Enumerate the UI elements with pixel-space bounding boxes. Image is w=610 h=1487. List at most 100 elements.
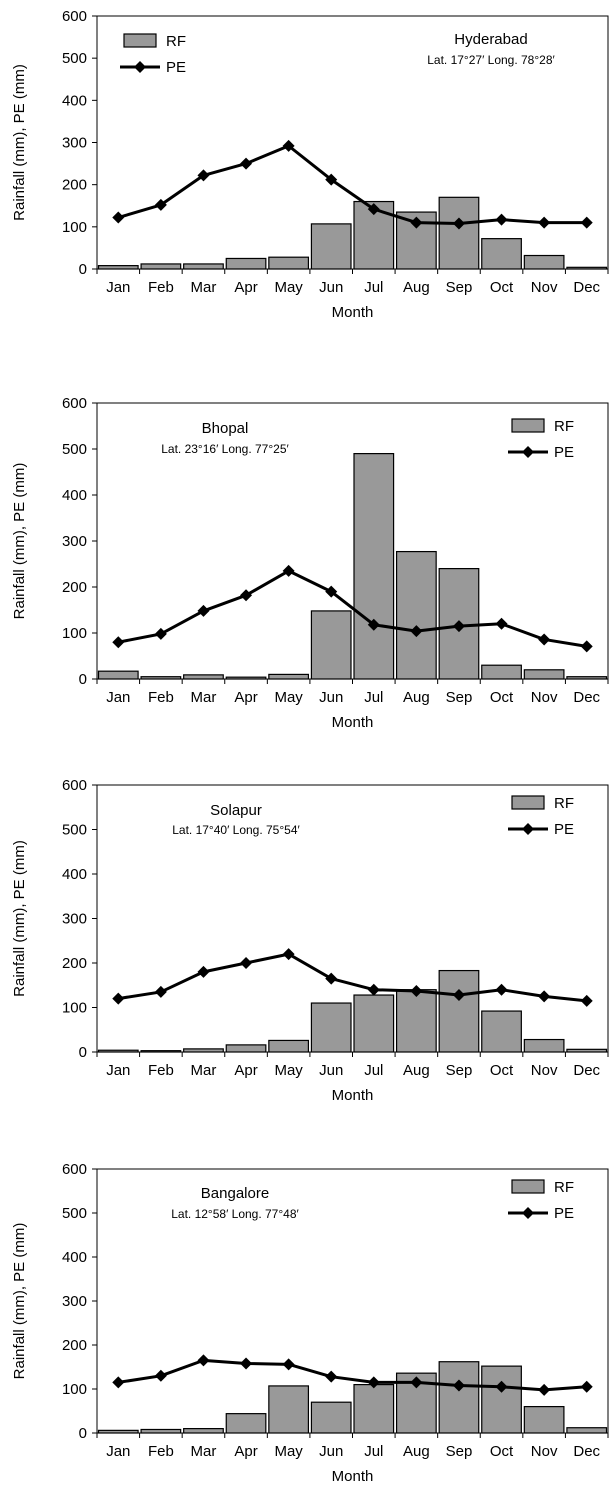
rf-bar	[183, 263, 224, 270]
y-tick-label: 300	[62, 1293, 87, 1310]
station-coords: Lat. 17°40′ Long. 75°54′	[172, 823, 300, 837]
rf-bar	[97, 1429, 139, 1434]
y-axis-label: Rainfall (mm), PE (mm)	[11, 64, 28, 221]
legend-rf-swatch	[511, 795, 545, 810]
station-name: Bhopal	[202, 420, 249, 437]
pe-point	[410, 216, 423, 229]
pe-point	[495, 983, 508, 996]
pe-line	[117, 144, 587, 225]
pe-point	[367, 203, 380, 216]
pe-point	[154, 1369, 167, 1382]
pe-point	[154, 627, 167, 640]
rf-bar	[523, 1405, 565, 1434]
pe-point	[495, 1380, 508, 1393]
y-tick-label: 600	[62, 1161, 87, 1178]
x-tick-label: Jul	[364, 1062, 383, 1079]
pe-point	[325, 1370, 338, 1383]
chart-1: 0 100 200 300 400 500 600 Jan Feb Mar Apr May Jun Jul…	[11, 8, 609, 321]
pe-line	[118, 952, 587, 1003]
y-tick-label: 300	[62, 533, 87, 550]
legend-pe-label: PE	[554, 1205, 574, 1222]
legend-pe-marker	[522, 446, 534, 458]
x-tick-label: Dec	[573, 279, 600, 296]
pe-point	[282, 564, 295, 577]
rf-bar	[140, 263, 182, 270]
x-axis-label: Month	[332, 304, 374, 321]
legend: RF PE	[508, 1179, 574, 1222]
pe-point	[495, 213, 508, 226]
rf-bar	[353, 1383, 395, 1434]
y-tick-label: 100	[62, 625, 87, 642]
pe-point	[538, 216, 551, 229]
y-tick-label: 100	[62, 1381, 87, 1398]
rf-bar	[438, 969, 480, 1053]
y-tick-label: 0	[79, 1425, 87, 1442]
x-tick-label: Nov	[531, 689, 558, 706]
x-tick-label: Jun	[319, 1443, 343, 1460]
pe-point	[325, 173, 338, 186]
rf-bar	[183, 1048, 224, 1053]
x-tick-label: Jul	[364, 1443, 383, 1460]
x-tick-label: Dec	[573, 1443, 600, 1460]
y-tick-label: 300	[62, 135, 87, 152]
rf-bar	[140, 1050, 182, 1053]
legend-rf-swatch	[511, 418, 545, 433]
y-tick-label: 400	[62, 866, 87, 883]
x-tick-label: Apr	[234, 1062, 257, 1079]
pe-point	[197, 965, 210, 978]
rf-bar	[395, 550, 437, 680]
rf-bar	[566, 1427, 608, 1434]
x-tick-label: Feb	[148, 1062, 174, 1079]
y-tick-label: 600	[62, 395, 87, 412]
legend-pe-label: PE	[554, 444, 574, 461]
rf-bar	[140, 676, 182, 680]
x-tick-label: Jun	[319, 689, 343, 706]
pe-line	[118, 1358, 587, 1392]
y-axis-label: Rainfall (mm), PE (mm)	[11, 840, 28, 997]
x-tick-label: Sep	[446, 279, 473, 296]
pe-point	[197, 1354, 210, 1367]
x-tick-label: Sep	[446, 1062, 473, 1079]
rf-bar	[438, 1361, 480, 1434]
rf-bar	[183, 674, 224, 680]
pe-point	[325, 585, 338, 598]
pe-point	[580, 1380, 593, 1393]
pe-point	[538, 990, 551, 1003]
rf-bar	[566, 676, 608, 680]
y-tick-label: 400	[62, 1249, 87, 1266]
x-tick-label: Mar	[191, 1443, 217, 1460]
pe-point	[367, 1376, 380, 1389]
x-tick-label: Aug	[403, 689, 430, 706]
pe-point	[452, 989, 465, 1002]
x-tick-label: Jun	[319, 1062, 343, 1079]
pe-point	[240, 957, 253, 969]
rf-bar	[225, 1413, 267, 1434]
legend-rf-label: RF	[554, 1179, 574, 1196]
rf-bar	[310, 610, 352, 680]
rf-bar	[183, 1427, 224, 1434]
rf-bar	[268, 256, 310, 270]
x-tick-label: Sep	[446, 689, 473, 706]
x-tick-label: Apr	[234, 1443, 257, 1460]
station-name: Hyderabad	[454, 31, 527, 48]
x-tick-label: May	[274, 1443, 303, 1460]
x-tick-label: Aug	[403, 1062, 430, 1079]
legend-rf-label: RF	[166, 33, 186, 50]
y-tick-label: 600	[62, 777, 87, 794]
x-tick-label: Jan	[106, 279, 130, 296]
x-tick-label: Dec	[573, 1062, 600, 1079]
rf-bar	[310, 223, 352, 270]
pe-point	[282, 1358, 295, 1371]
y-tick-label: 400	[62, 92, 87, 109]
legend-pe-marker	[522, 1207, 534, 1219]
chart-3: 0 100 200 300 400 500 600 Jan Feb Mar Apr May Jun Jul…	[11, 777, 609, 1104]
pe-point	[410, 1376, 423, 1389]
pe-point	[580, 640, 593, 653]
y-axis-label: Rainfall (mm), PE (mm)	[11, 463, 28, 620]
pe-point	[410, 625, 423, 638]
pe-point	[154, 198, 167, 211]
rf-bar	[225, 257, 267, 270]
rf-bar	[140, 1428, 182, 1434]
pe-point	[112, 211, 125, 224]
station-coords: Lat. 17°27′ Long. 78°28′	[427, 53, 555, 67]
